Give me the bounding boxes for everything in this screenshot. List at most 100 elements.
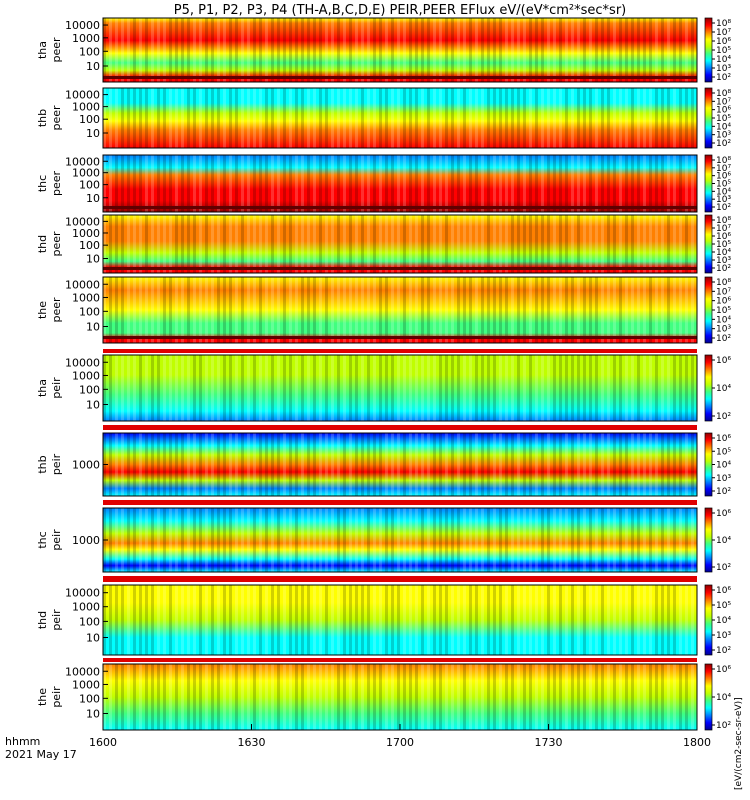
y-tick-label-the-peer-10: 10 xyxy=(86,321,100,334)
low-energy-line-thc-peer xyxy=(103,206,697,209)
panel-label-instrument-tha-peir: peir xyxy=(50,377,63,399)
spectrogram-tha-peer xyxy=(103,18,697,82)
colorbar-tick-label-thb-peir-2: 10⁴ xyxy=(716,461,731,471)
y-tick-label-thd-peir-1000: 1000 xyxy=(72,601,100,614)
colorbar-tick-label-the-peer-1: 10⁷ xyxy=(716,287,731,297)
spectrogram-thb-peir xyxy=(103,433,697,496)
colorbar-the-peer xyxy=(704,276,713,344)
y-tick-label-tha-peer-10: 10 xyxy=(86,60,100,73)
colorbar-thb-peir xyxy=(704,432,713,497)
colorbar-tick-label-thc-peir-0: 10⁶ xyxy=(716,509,731,519)
y-tick-label-thc-peer-10: 10 xyxy=(86,192,100,205)
panel-label-probe-thb-peir: thb xyxy=(36,455,49,473)
panel-label-instrument-the-peir: peir xyxy=(50,686,63,708)
colorbar-tick-label-the-peer-0: 10⁸ xyxy=(716,278,731,288)
colorbar-thd-peir xyxy=(704,584,713,656)
colorbar-tick-label-thd-peer-3: 10⁵ xyxy=(716,240,731,250)
y-tick-label-tha-peer-100: 100 xyxy=(79,45,100,58)
colorbar-tick-label-tha-peir-2: 10² xyxy=(716,412,731,422)
panel-label-instrument-thd-peer: peer xyxy=(50,231,63,257)
y-tick-label-thd-peer-10000: 10000 xyxy=(65,215,100,228)
x-axis: 1600 1630 1700 1730 1800 xyxy=(89,724,711,749)
spectrogram-thc-peer xyxy=(103,155,697,212)
colorbar-tick-label-thd-peir-4: 10² xyxy=(716,646,731,656)
colorbar-tick-label-tha-peer-6: 10² xyxy=(716,73,731,83)
panel-label-instrument-thc-peer: peer xyxy=(50,171,63,197)
y-tick-label-the-peer-1000: 1000 xyxy=(72,291,100,304)
panel-frame-thc-peer xyxy=(102,154,698,213)
colorbar-tick-label-thd-peer-5: 10³ xyxy=(716,256,731,266)
colorbar-tick-label-tha-peir-1: 10⁴ xyxy=(716,384,731,394)
colorbar-tick-label-the-peer-5: 10³ xyxy=(716,325,731,335)
colorbar-tick-label-thd-peir-2: 10⁴ xyxy=(716,616,731,626)
panel-label-probe-thb-peer: thb xyxy=(36,109,49,127)
colorbar-tick-label-thb-peer-6: 10² xyxy=(716,139,731,149)
panel-label-probe-the-peir: the xyxy=(36,688,49,706)
colorbar-tick-label-the-peer-4: 10⁴ xyxy=(716,315,731,325)
spectrogram-the-peer xyxy=(103,277,697,343)
colorbar-tick-label-thc-peer-5: 10³ xyxy=(716,195,731,205)
colorbar-thd-peer xyxy=(704,214,713,274)
spectrogram-texture-the-peir xyxy=(103,664,694,730)
x-tick-label-1630: 1630 xyxy=(238,736,266,749)
colorbar-tick-label-thc-peer-0: 10⁸ xyxy=(716,156,731,166)
colorbar-unit-label: [eV/(cm2-sec-sr-eV)] xyxy=(734,697,744,790)
x-tick-label-1730: 1730 xyxy=(535,736,563,749)
colorbar-tick-label-tha-peir-0: 10⁶ xyxy=(716,356,731,366)
low-energy-line-thd-peer xyxy=(103,267,697,270)
spectrogram-texture-thd-peer xyxy=(103,215,694,273)
y-tick-label-the-peir-1000: 1000 xyxy=(72,678,100,691)
panel-label-probe-thd-peer: thd xyxy=(36,235,49,253)
separator-bar-1 xyxy=(103,425,697,430)
spectrogram-texture-the-peer xyxy=(103,277,694,343)
colorbar-tick-label-thb-peer-3: 10⁵ xyxy=(716,114,731,124)
colorbar-tick-label-thc-peir-2: 10² xyxy=(716,563,731,573)
spectrogram-texture-tha-peir xyxy=(103,355,694,421)
separator-bar-3 xyxy=(103,576,697,582)
y-tick-label-thc-peer-1000: 1000 xyxy=(72,167,100,180)
colorbar-tick-label-tha-peer-3: 10⁵ xyxy=(716,46,731,56)
spectrogram-the-peir xyxy=(103,664,697,730)
spectrogram-thb-peer xyxy=(103,88,697,148)
separator-bar-4 xyxy=(103,658,697,662)
colorbar-tick-label-thc-peer-6: 10² xyxy=(716,203,731,213)
colorbar-the-peir xyxy=(704,663,713,731)
y-tick-label-tha-peir-10: 10 xyxy=(86,399,100,412)
panel-frame-tha-peir xyxy=(102,354,698,422)
colorbar-tick-label-the-peir-0: 10⁶ xyxy=(716,665,731,675)
y-tick-label-tha-peir-10000: 10000 xyxy=(65,356,100,369)
low-energy-line-tha-peer xyxy=(103,76,697,79)
y-tick-label-tha-peer-10000: 10000 xyxy=(65,19,100,32)
colorbar-tha-peer xyxy=(704,17,713,83)
x-tick-label-1700: 1700 xyxy=(386,736,414,749)
y-tick-label-thd-peer-100: 100 xyxy=(79,239,100,252)
panel-label-probe-tha-peer: tha xyxy=(36,41,49,59)
colorbar-tick-label-the-peir-2: 10² xyxy=(716,721,731,731)
colorbar-tick-label-thb-peir-0: 10⁶ xyxy=(716,434,731,444)
panel-label-probe-thc-peer: thc xyxy=(36,175,49,192)
colorbar-tick-label-tha-peer-4: 10⁴ xyxy=(716,55,731,65)
colorbar-thc-peer xyxy=(704,154,713,213)
colorbar-tick-label-thb-peer-5: 10³ xyxy=(716,131,731,141)
y-tick-label-thc-peer-10000: 10000 xyxy=(65,155,100,168)
spectrogram-texture-thc-peir xyxy=(103,508,694,572)
panel-frame-thd-peer xyxy=(102,214,698,274)
spectrogram-thc-peir xyxy=(103,508,697,572)
y-tick-label-thb-peer-100: 100 xyxy=(79,113,100,126)
x-tick-label-1800: 1800 xyxy=(683,736,711,749)
y-tick-label-the-peer-100: 100 xyxy=(79,305,100,318)
y-tick-label-thc-peer-100: 100 xyxy=(79,179,100,192)
spectrogram-thd-peer xyxy=(103,215,697,273)
colorbar-tick-label-thd-peir-0: 10⁶ xyxy=(716,586,731,596)
spectrogram-texture-thc-peer xyxy=(103,155,694,212)
spectrogram-tha-peir xyxy=(103,355,697,421)
colorbar-tick-label-thc-peir-1: 10⁴ xyxy=(716,536,731,546)
panel-label-instrument-thb-peir: peir xyxy=(50,453,63,475)
colorbar-tick-label-the-peer-3: 10⁵ xyxy=(716,306,731,316)
